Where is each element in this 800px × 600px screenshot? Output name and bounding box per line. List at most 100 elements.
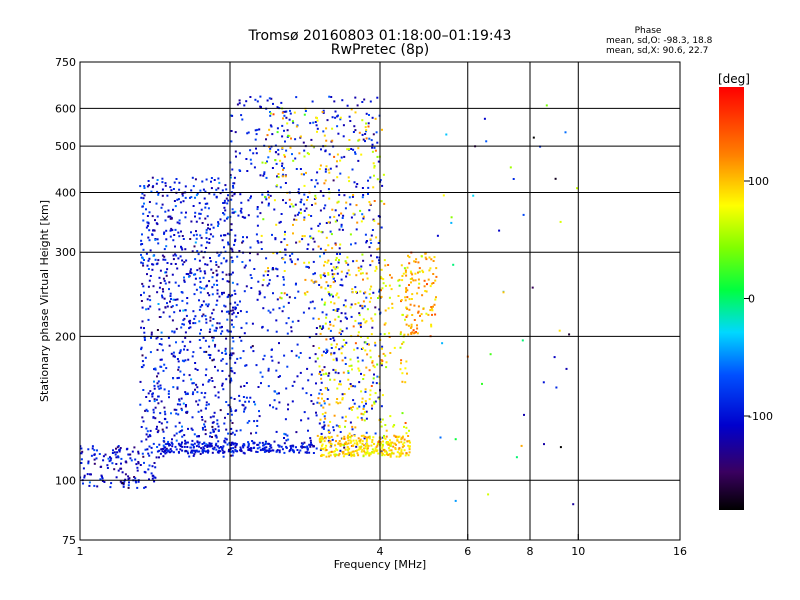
point-1-578 (182, 309, 185, 312)
point-2-299 (368, 114, 370, 116)
point-4-2 (261, 161, 264, 164)
point-1-633 (164, 413, 167, 416)
point-6-160 (324, 260, 327, 263)
point-6-240 (327, 327, 330, 330)
point-1-870 (168, 344, 171, 347)
point-1-694 (184, 216, 187, 219)
point-0-67 (95, 457, 98, 460)
point-7-87 (421, 269, 424, 272)
point-1-263 (224, 353, 227, 355)
point-2-66 (303, 193, 306, 196)
point-1-384 (200, 244, 203, 247)
point-1-782 (217, 391, 220, 394)
point-2-276 (285, 116, 288, 119)
point-4-47 (331, 208, 334, 211)
point-1-893 (174, 205, 177, 208)
point-4-77 (372, 162, 375, 165)
point-2-68 (370, 139, 373, 142)
point-1-800 (230, 377, 232, 380)
point-2-330 (239, 310, 242, 313)
point-6-22 (359, 272, 362, 275)
point-2-569 (358, 312, 361, 315)
point-6-234 (333, 414, 336, 417)
point-8-10 (542, 381, 545, 384)
point-6-157 (370, 285, 373, 288)
point-4-85 (358, 138, 361, 141)
point-1-327 (214, 345, 216, 348)
point-7-49 (406, 296, 409, 299)
point-0-5 (128, 481, 130, 484)
point-7-52 (425, 290, 428, 293)
point-2-34 (294, 138, 297, 141)
point-7-65 (435, 267, 438, 270)
point-2-665 (291, 252, 294, 255)
point-2-332 (299, 201, 302, 203)
point-5-288 (377, 452, 380, 455)
point-6-122 (388, 332, 391, 335)
point-2-381 (283, 238, 286, 241)
point-2-577 (316, 171, 319, 174)
point-2-246 (354, 129, 357, 132)
point-1-290 (157, 385, 160, 388)
point-2-689 (338, 228, 341, 231)
point-1-726 (203, 287, 206, 290)
point-2-242 (333, 339, 336, 342)
point-2-386 (353, 402, 356, 405)
point-1-86 (175, 178, 178, 180)
point-2-70 (286, 365, 289, 368)
point-6-123 (338, 383, 341, 386)
point-1-805 (209, 233, 212, 236)
point-1-652 (146, 430, 149, 433)
point-5-204 (358, 445, 361, 448)
point-2-74 (253, 166, 256, 169)
point-1-133 (202, 300, 205, 303)
point-1-266 (231, 309, 234, 312)
point-7-107 (429, 267, 432, 270)
point-1-237 (141, 416, 144, 419)
point-6-224 (370, 333, 373, 336)
point-1-243 (156, 179, 159, 181)
point-4-202 (374, 117, 377, 120)
point-1-631 (217, 225, 219, 227)
point-3-206 (262, 448, 265, 451)
point-5-119 (350, 452, 353, 455)
point-1-101 (179, 255, 182, 258)
point-1-464 (192, 310, 195, 313)
point-2-398 (289, 109, 291, 112)
point-1-329 (179, 350, 182, 353)
point-2-647 (341, 99, 344, 102)
point-5-189 (398, 455, 401, 458)
point-3-117 (243, 444, 246, 447)
point-2-195 (278, 342, 280, 345)
point-1-867 (165, 229, 168, 232)
point-1-778 (213, 430, 215, 433)
point-3-123 (276, 449, 279, 452)
point-0-73 (131, 450, 134, 453)
point-2-348 (347, 263, 350, 266)
point-6-1 (364, 388, 367, 391)
point-2-244 (378, 259, 380, 262)
point-1-682 (194, 277, 197, 280)
point-6-265 (340, 347, 343, 350)
point-5-65 (346, 453, 349, 456)
point-2-38 (328, 153, 331, 156)
point-2-210 (339, 320, 342, 323)
point-5-232 (332, 450, 335, 453)
point-1-799 (215, 196, 218, 199)
point-2-14 (256, 128, 259, 131)
point-4-115 (344, 260, 347, 263)
point-6-31 (365, 366, 368, 369)
point-4-111 (312, 145, 315, 148)
point-1-376 (169, 186, 172, 189)
point-5-229 (343, 444, 346, 447)
point-5-264 (329, 445, 332, 448)
point-5-178 (361, 448, 364, 451)
point-0-146 (119, 447, 122, 449)
point-2-739 (322, 274, 325, 277)
point-2-59 (273, 440, 276, 443)
point-3-161 (301, 442, 304, 445)
point-1-392 (227, 199, 230, 202)
point-1-391 (221, 239, 224, 242)
point-1-887 (159, 384, 162, 387)
point-2-658 (341, 416, 344, 419)
